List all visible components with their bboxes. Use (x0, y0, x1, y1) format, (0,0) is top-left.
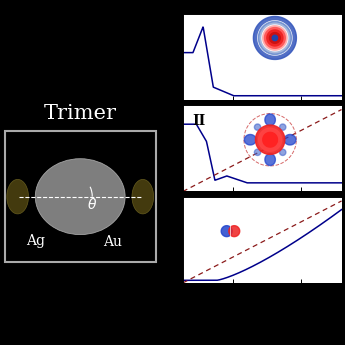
Ellipse shape (132, 179, 154, 214)
Text: Wavelen: Wavelen (236, 311, 289, 324)
Polygon shape (259, 128, 282, 151)
Polygon shape (221, 226, 232, 237)
Polygon shape (269, 32, 280, 43)
Polygon shape (263, 26, 287, 50)
Polygon shape (244, 135, 256, 145)
Ellipse shape (7, 179, 29, 214)
Polygon shape (262, 25, 288, 51)
Text: θ: θ (88, 198, 97, 212)
Polygon shape (265, 28, 285, 48)
Polygon shape (254, 149, 261, 156)
Text: II: II (193, 114, 206, 128)
Polygon shape (265, 114, 275, 126)
Text: Scattering (a.u.): Scattering (a.u.) (159, 106, 169, 191)
Polygon shape (256, 125, 285, 154)
Polygon shape (279, 149, 286, 156)
Polygon shape (279, 124, 286, 130)
Ellipse shape (35, 159, 125, 235)
Polygon shape (263, 132, 277, 147)
Polygon shape (258, 21, 292, 55)
Polygon shape (253, 17, 296, 59)
Polygon shape (254, 124, 261, 130)
Text: Ag: Ag (26, 235, 45, 248)
Polygon shape (265, 154, 275, 166)
Polygon shape (229, 226, 240, 237)
Bar (5, 131, 156, 262)
Text: Trimer: Trimer (44, 104, 117, 124)
Polygon shape (260, 23, 289, 53)
Text: Au: Au (103, 235, 122, 248)
Polygon shape (258, 21, 292, 55)
Text: (b): (b) (164, 16, 184, 30)
Polygon shape (284, 135, 296, 145)
Polygon shape (272, 35, 278, 41)
Polygon shape (267, 30, 283, 46)
